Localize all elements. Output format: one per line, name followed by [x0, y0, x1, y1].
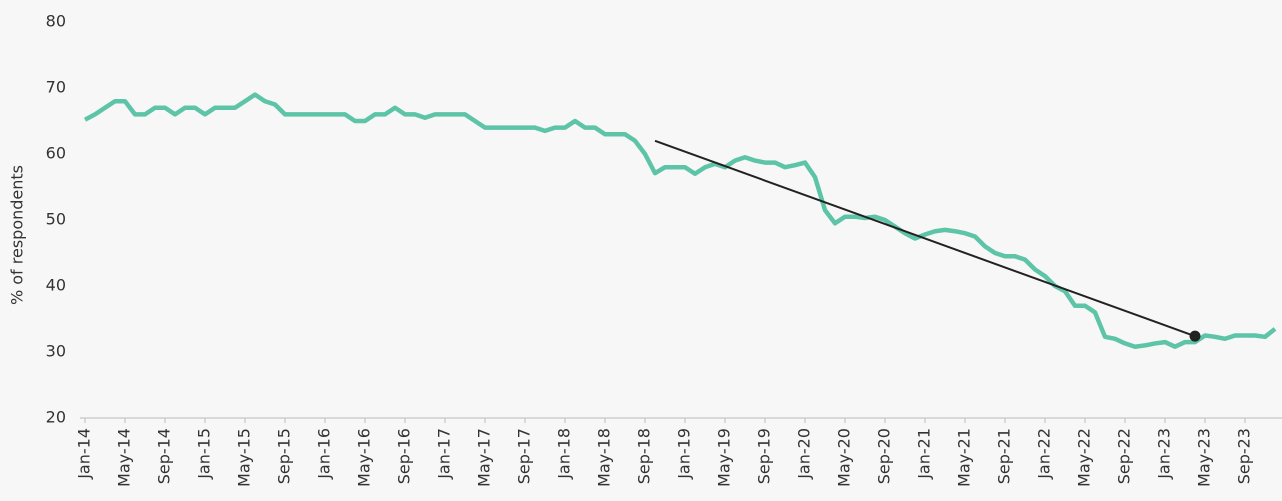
data-line: [83, 92, 1277, 349]
x-tick-label: May-16: [355, 428, 374, 487]
x-tick-label: Sep-19: [755, 428, 774, 484]
x-tick-label: May-23: [1195, 428, 1214, 487]
x-tick-label: Sep-17: [515, 428, 534, 484]
trend-end-marker: [1189, 330, 1201, 342]
x-tick-label: Sep-14: [155, 428, 174, 484]
y-tick-label: 20: [46, 408, 66, 427]
x-tick-label: Jan-15: [195, 428, 214, 480]
x-tick-label: Jan-17: [435, 428, 454, 480]
x-tick-label: Jan-20: [795, 428, 814, 480]
x-tick-label: Sep-20: [875, 428, 894, 484]
y-tick-label: 50: [46, 210, 66, 229]
x-tick-label: May-15: [235, 428, 254, 487]
x-tick-label: Sep-23: [1235, 428, 1254, 484]
x-tick-label: Jan-19: [675, 428, 694, 480]
x-tick-label: Jan-14: [75, 428, 94, 480]
y-axis-label: % of respondents: [8, 165, 27, 305]
x-tick-label: May-21: [955, 428, 974, 487]
x-tick-label: Sep-15: [275, 428, 294, 484]
x-tick-label: May-19: [715, 428, 734, 487]
y-tick-label: 30: [46, 342, 66, 361]
x-tick-label: Sep-16: [395, 428, 414, 484]
x-tick-label: May-18: [595, 428, 614, 487]
x-tick-label: Jan-18: [555, 428, 574, 480]
trend-line: [654, 139, 1196, 338]
x-tick-label: Sep-18: [635, 428, 654, 484]
x-tick-label: Jan-16: [315, 428, 334, 480]
x-tick-label: May-14: [115, 428, 134, 487]
x-tick-label: Jan-21: [915, 428, 934, 480]
y-tick-label: 40: [46, 276, 66, 295]
y-tick-label: 70: [46, 78, 66, 97]
x-tick-label: May-20: [835, 428, 854, 487]
x-tick-label: Sep-21: [995, 428, 1014, 484]
y-tick-label: 60: [46, 144, 66, 163]
x-tick-label: Jan-22: [1035, 428, 1054, 480]
x-tick-label: May-22: [1075, 428, 1094, 487]
x-tick-label: Sep-22: [1115, 428, 1134, 484]
x-tick-label: May-17: [475, 428, 494, 487]
y-tick-label: 80: [46, 12, 66, 31]
x-tick-label: Jan-23: [1155, 428, 1174, 480]
